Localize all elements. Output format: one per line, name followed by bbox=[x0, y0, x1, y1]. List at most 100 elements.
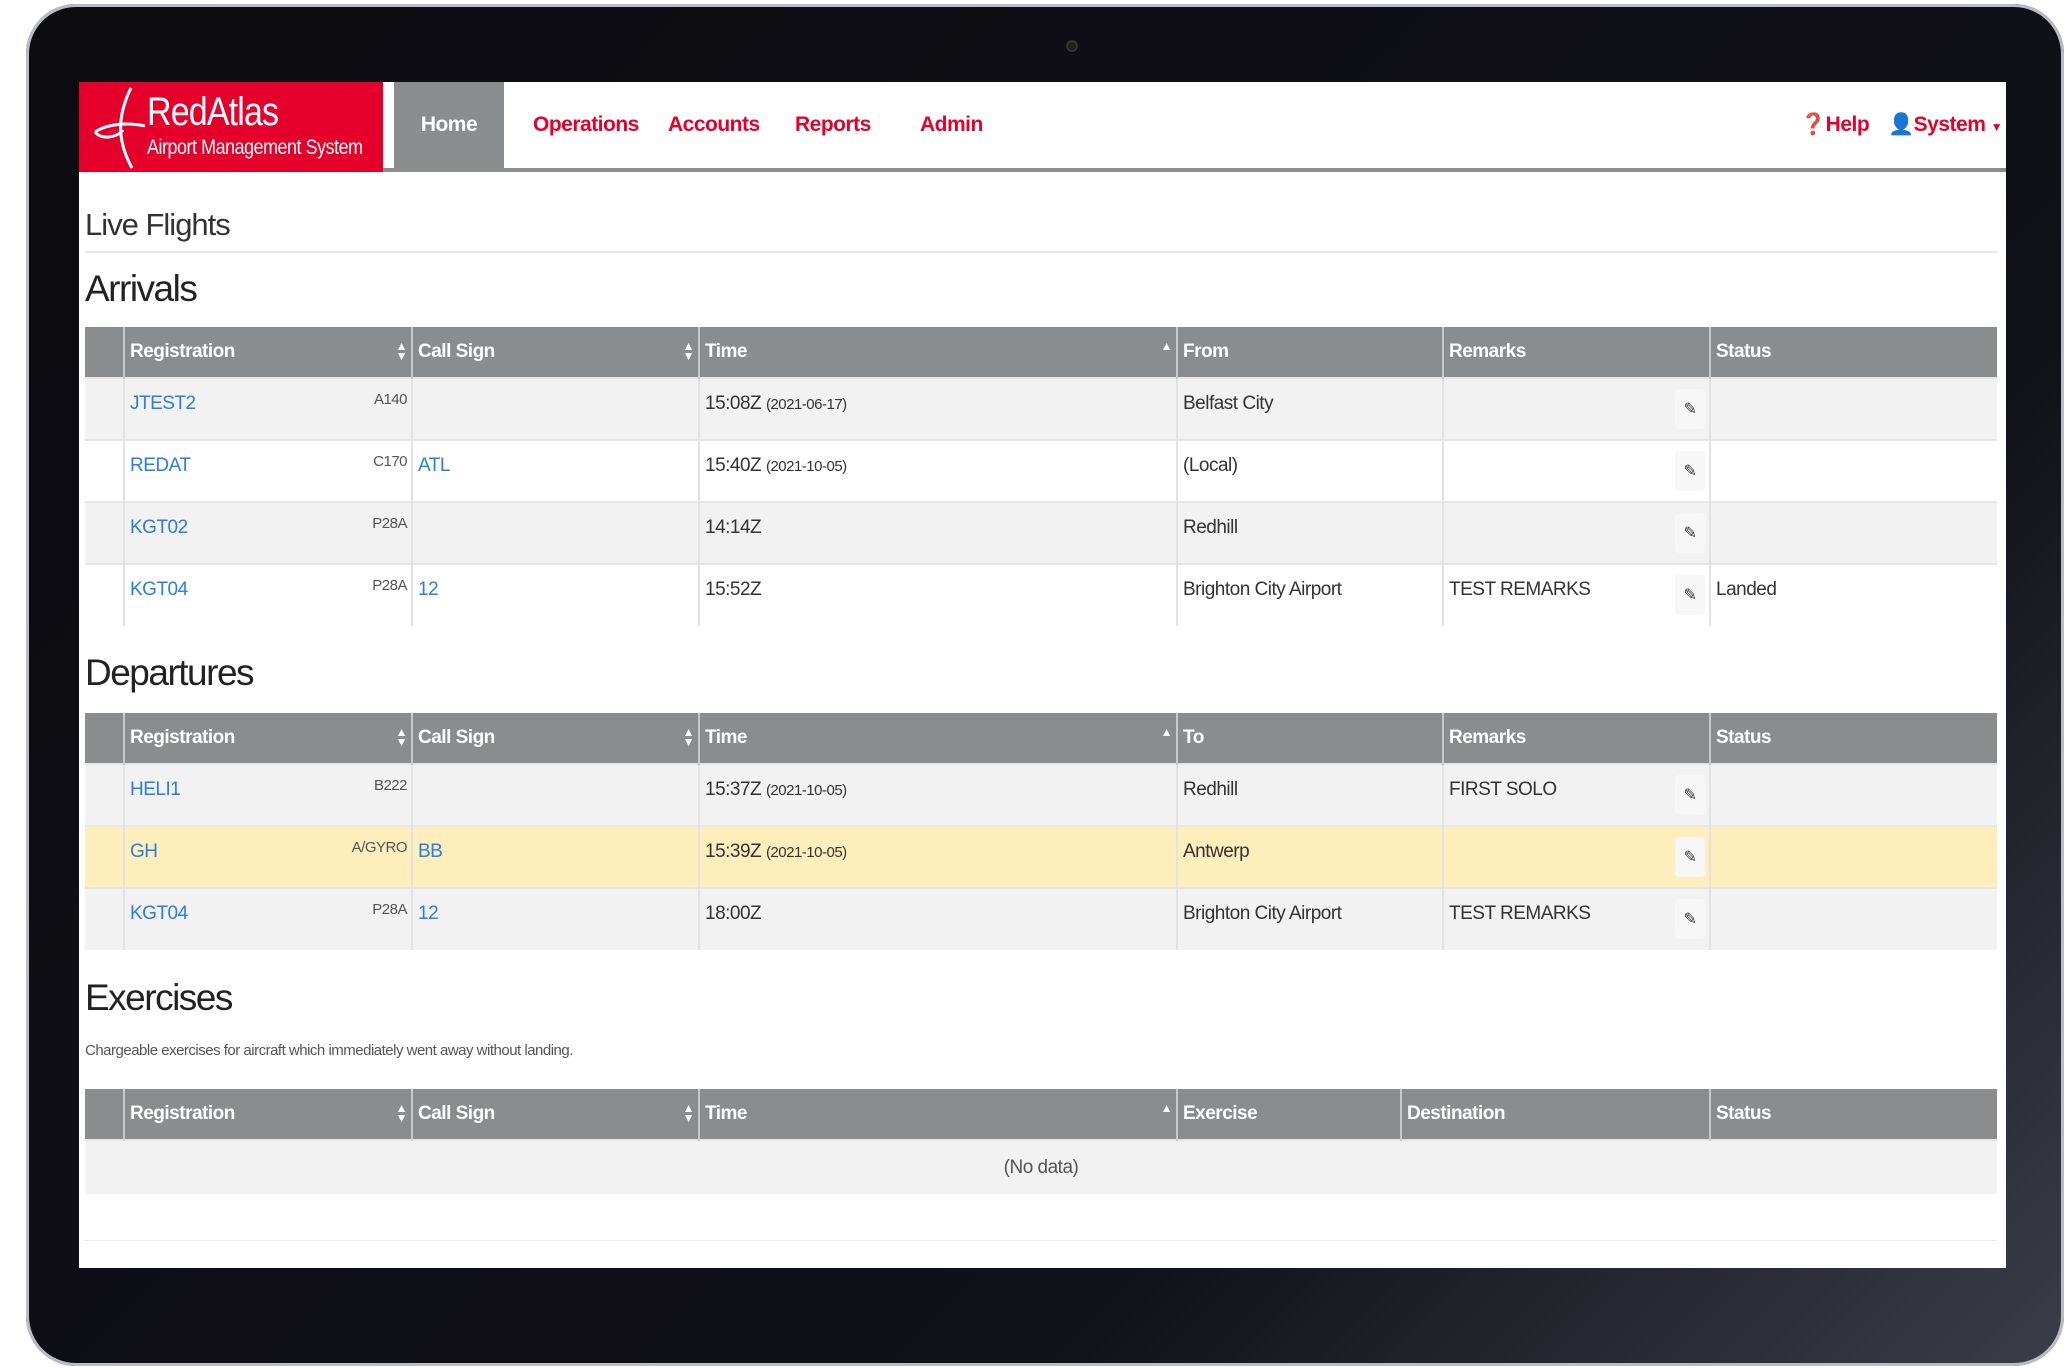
row-select[interactable] bbox=[85, 501, 124, 564]
aircraft-type: P28A bbox=[372, 901, 407, 918]
edit-icon[interactable]: ✎ bbox=[1675, 837, 1705, 877]
exercises-subtitle: Chargeable exercises for aircraft which … bbox=[85, 1042, 573, 1059]
edit-icon[interactable]: ✎ bbox=[1675, 775, 1705, 815]
remarks: TEST REMARKS bbox=[1449, 579, 1591, 600]
table-row[interactable]: KGT02 P28A 14:14Z Redhill ✎ bbox=[85, 501, 1997, 564]
row-select[interactable] bbox=[85, 377, 124, 440]
table-row[interactable]: GH A/GYRO BB 15:39Z (2021-10-05) Antwerp … bbox=[85, 825, 1997, 888]
brand-name: RedAtlas bbox=[147, 90, 279, 134]
sort-icon: ▲ ▼ bbox=[395, 339, 408, 363]
nav-help[interactable]: ❓Help bbox=[1800, 82, 1870, 168]
aircraft-type: B222 bbox=[373, 777, 408, 794]
table-row[interactable]: KGT04 P28A 12 15:52Z Brighton City Airpor… bbox=[85, 563, 1997, 626]
propeller-icon bbox=[93, 87, 146, 169]
header-registration[interactable]: Registration ▲ ▼ bbox=[123, 713, 412, 764]
header-registration[interactable]: Registration ▲ ▼ bbox=[123, 1089, 412, 1140]
user-icon: 👤 bbox=[1888, 113, 1914, 136]
registration-link[interactable]: JTEST2 bbox=[130, 393, 196, 414]
callsign-link[interactable]: 12 bbox=[418, 579, 439, 600]
time: 15:08Z bbox=[705, 393, 762, 414]
place: Belfast City bbox=[1176, 377, 1443, 440]
place: (Local) bbox=[1176, 439, 1443, 502]
registration-link[interactable]: REDAT bbox=[130, 455, 191, 476]
status bbox=[1709, 825, 1997, 888]
header-select bbox=[85, 713, 124, 764]
nav-accounts[interactable]: Accounts bbox=[668, 113, 760, 136]
edit-icon[interactable]: ✎ bbox=[1675, 451, 1705, 491]
nav-reports[interactable]: Reports bbox=[795, 113, 871, 136]
place: Antwerp bbox=[1176, 825, 1443, 888]
aircraft-type: P28A bbox=[372, 577, 407, 594]
remarks: TEST REMARKS bbox=[1449, 903, 1591, 924]
header-time[interactable]: Time ▲ bbox=[698, 327, 1177, 378]
table-row[interactable]: HELI1 B222 15:37Z (2021-10-05) Redhill FI… bbox=[85, 763, 1997, 826]
row-select[interactable] bbox=[85, 825, 124, 888]
edit-icon[interactable]: ✎ bbox=[1675, 899, 1705, 939]
date: (2021-10-05) bbox=[765, 458, 847, 475]
exercises-table: Registration ▲ ▼ Call Sign ▲ ▼ Time ▲ Exercis… bbox=[85, 1089, 1997, 1194]
row-select[interactable] bbox=[85, 763, 124, 826]
edit-icon[interactable]: ✎ bbox=[1675, 389, 1705, 429]
header-callsign[interactable]: Call Sign ▲ ▼ bbox=[411, 713, 699, 764]
status bbox=[1709, 377, 1997, 440]
row-select[interactable] bbox=[85, 563, 124, 626]
time: 15:37Z bbox=[705, 779, 762, 800]
header-callsign[interactable]: Call Sign ▲ ▼ bbox=[411, 1089, 699, 1140]
sort-icon: ▲ ▼ bbox=[682, 725, 695, 749]
help-icon: ❓ bbox=[1800, 113, 1826, 136]
user-label: System bbox=[1913, 113, 1986, 136]
time: 15:52Z bbox=[705, 579, 762, 600]
edit-icon[interactable]: ✎ bbox=[1675, 513, 1705, 553]
callsign-link[interactable]: 12 bbox=[418, 903, 439, 924]
departures-table: Registration ▲ ▼ Call Sign ▲ ▼ Time ▲ To Remarks S… bbox=[85, 713, 1997, 950]
registration-link[interactable]: KGT04 bbox=[130, 579, 188, 600]
sort-asc-icon: ▲ bbox=[1160, 339, 1173, 353]
header-remarks: Remarks bbox=[1442, 713, 1710, 764]
nav-user-menu[interactable]: 👤System ▼ bbox=[1888, 82, 2003, 168]
place: Redhill bbox=[1176, 763, 1443, 826]
registration-link[interactable]: HELI1 bbox=[130, 779, 181, 800]
registration-link[interactable]: KGT04 bbox=[130, 903, 188, 924]
aircraft-type: A140 bbox=[373, 391, 408, 408]
row-select[interactable] bbox=[85, 887, 124, 950]
table-row[interactable]: KGT04 P28A 12 18:00Z Brighton City Airpor… bbox=[85, 887, 1997, 950]
header-destination: Destination bbox=[1400, 1089, 1710, 1140]
header-callsign[interactable]: Call Sign ▲ ▼ bbox=[411, 327, 699, 378]
place: Redhill bbox=[1176, 501, 1443, 564]
aircraft-type: A/GYRO bbox=[351, 839, 408, 856]
brand-logo[interactable]: RedAtlas Airport Management System bbox=[79, 82, 383, 172]
header-place: To bbox=[1176, 713, 1443, 764]
header-registration[interactable]: Registration ▲ ▼ bbox=[123, 327, 412, 378]
nav-home[interactable]: Home bbox=[394, 82, 504, 168]
date: (2021-10-05) bbox=[765, 782, 847, 799]
registration-link[interactable]: GH bbox=[130, 841, 158, 862]
table-row[interactable]: REDAT C170 ATL 15:40Z (2021-10-05) (Local… bbox=[85, 439, 1997, 502]
registration-link[interactable]: KGT02 bbox=[130, 517, 188, 538]
place: Brighton City Airport bbox=[1176, 887, 1443, 950]
header-status: Status bbox=[1709, 1089, 1997, 1140]
sort-icon: ▲ ▼ bbox=[682, 1101, 695, 1125]
header-time[interactable]: Time ▲ bbox=[698, 1089, 1177, 1140]
time: 15:39Z bbox=[705, 841, 762, 862]
header-place: From bbox=[1176, 327, 1443, 378]
edit-icon[interactable]: ✎ bbox=[1675, 575, 1705, 615]
arrivals-title: Arrivals bbox=[85, 268, 198, 309]
aircraft-type: P28A bbox=[372, 515, 407, 532]
callsign-link[interactable]: BB bbox=[418, 841, 443, 862]
arrivals-table: Registration ▲ ▼ Call Sign ▲ ▼ Time ▲ From Remark… bbox=[85, 327, 1997, 626]
page-title: Live Flights bbox=[85, 207, 231, 242]
nav-admin[interactable]: Admin bbox=[920, 113, 983, 136]
header-time[interactable]: Time ▲ bbox=[698, 713, 1177, 764]
place: Brighton City Airport bbox=[1176, 563, 1443, 626]
camera bbox=[1066, 40, 1078, 52]
time: 15:40Z bbox=[705, 455, 762, 476]
nav-operations[interactable]: Operations bbox=[533, 113, 639, 136]
no-data-message: (No data) bbox=[85, 1139, 1997, 1194]
status bbox=[1709, 439, 1997, 502]
top-navbar: RedAtlas Airport Management System Home … bbox=[79, 82, 2006, 172]
table-row[interactable]: JTEST2 A140 15:08Z (2021-06-17) Belfast C… bbox=[85, 377, 1997, 440]
aircraft-type: C170 bbox=[373, 453, 407, 470]
row-select[interactable] bbox=[85, 439, 124, 502]
time: 18:00Z bbox=[705, 903, 762, 924]
callsign-link[interactable]: ATL bbox=[418, 455, 450, 476]
